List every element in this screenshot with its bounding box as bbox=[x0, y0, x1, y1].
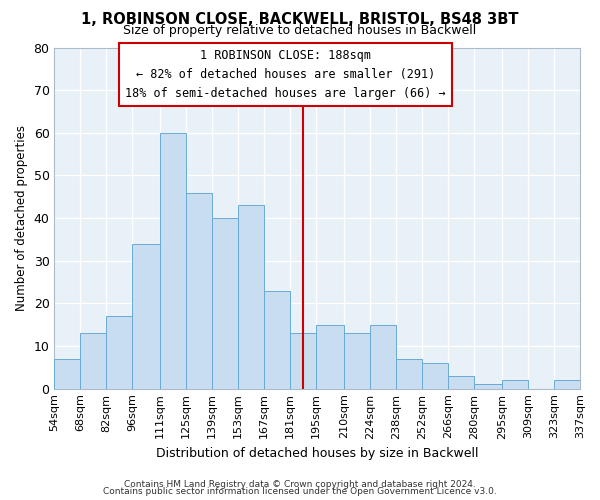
Bar bbox=[160, 133, 186, 388]
Bar bbox=[80, 333, 106, 388]
Bar bbox=[290, 333, 316, 388]
Bar bbox=[238, 206, 264, 388]
Bar bbox=[264, 290, 290, 388]
Bar bbox=[422, 363, 448, 388]
Bar bbox=[212, 218, 238, 388]
Text: 1, ROBINSON CLOSE, BACKWELL, BRISTOL, BS48 3BT: 1, ROBINSON CLOSE, BACKWELL, BRISTOL, BS… bbox=[81, 12, 519, 28]
Bar bbox=[106, 316, 133, 388]
Bar bbox=[55, 359, 80, 388]
Text: Contains HM Land Registry data © Crown copyright and database right 2024.: Contains HM Land Registry data © Crown c… bbox=[124, 480, 476, 489]
Bar bbox=[448, 376, 474, 388]
Bar bbox=[133, 244, 160, 388]
Bar bbox=[186, 192, 212, 388]
Bar bbox=[554, 380, 580, 388]
Text: 1 ROBINSON CLOSE: 188sqm
← 82% of detached houses are smaller (291)
18% of semi-: 1 ROBINSON CLOSE: 188sqm ← 82% of detach… bbox=[125, 49, 446, 100]
Bar bbox=[502, 380, 528, 388]
Text: Size of property relative to detached houses in Backwell: Size of property relative to detached ho… bbox=[124, 24, 476, 37]
Y-axis label: Number of detached properties: Number of detached properties bbox=[15, 125, 28, 311]
Bar bbox=[316, 324, 344, 388]
Bar bbox=[344, 333, 370, 388]
X-axis label: Distribution of detached houses by size in Backwell: Distribution of detached houses by size … bbox=[156, 447, 478, 460]
Text: Contains public sector information licensed under the Open Government Licence v3: Contains public sector information licen… bbox=[103, 487, 497, 496]
Bar bbox=[396, 359, 422, 388]
Bar bbox=[370, 324, 396, 388]
Bar bbox=[474, 384, 502, 388]
